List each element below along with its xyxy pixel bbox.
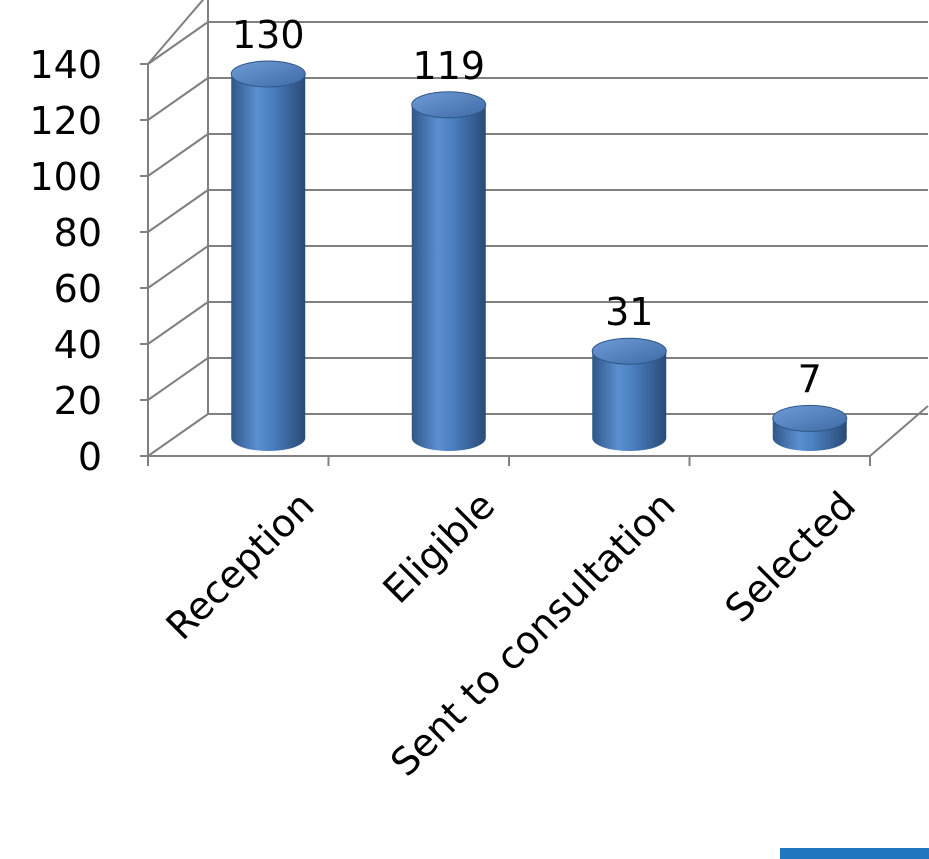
gridline-diagonal xyxy=(147,77,209,121)
data-label: 119 xyxy=(412,44,485,88)
bar-body xyxy=(411,104,486,452)
data-label: 7 xyxy=(798,357,822,401)
y-tick-label: 60 xyxy=(54,267,102,311)
gridline-diagonal xyxy=(147,245,209,289)
bar-1 xyxy=(230,60,306,452)
y-tick-label: 140 xyxy=(29,43,102,87)
category-label: Selected xyxy=(717,483,865,631)
bar-2 xyxy=(411,91,487,452)
gridline-diagonal xyxy=(147,413,209,457)
data-label: 31 xyxy=(605,290,653,334)
y-tick-label: 80 xyxy=(54,211,102,255)
bar-top xyxy=(772,404,848,432)
bar-body xyxy=(592,351,667,452)
bars-layer xyxy=(230,60,848,452)
y-tick-label: 40 xyxy=(54,323,102,367)
bar-top xyxy=(411,91,487,119)
gridline-diagonal xyxy=(147,133,209,177)
category-label: Eligible xyxy=(375,483,504,612)
y-tick-label: 100 xyxy=(29,155,102,199)
y-tick-label: 20 xyxy=(54,379,102,423)
bar-3 xyxy=(591,337,667,452)
bar-body xyxy=(231,74,306,452)
bar-top xyxy=(230,60,306,88)
bar-4 xyxy=(772,404,848,452)
bar-top xyxy=(591,337,667,365)
data-label: 130 xyxy=(232,13,305,57)
gridline-diagonal xyxy=(147,301,209,345)
back-wall-top-diagonal xyxy=(147,0,205,65)
gridline-diagonal xyxy=(147,357,209,401)
grid-layer xyxy=(140,0,929,466)
y-tick-label: 120 xyxy=(29,99,102,143)
corner-decoration xyxy=(780,848,929,859)
gridline-diagonal xyxy=(147,189,209,233)
category-label: Reception xyxy=(158,483,323,648)
y-tick-label: 0 xyxy=(78,435,102,479)
gridline-diagonal xyxy=(147,21,209,65)
